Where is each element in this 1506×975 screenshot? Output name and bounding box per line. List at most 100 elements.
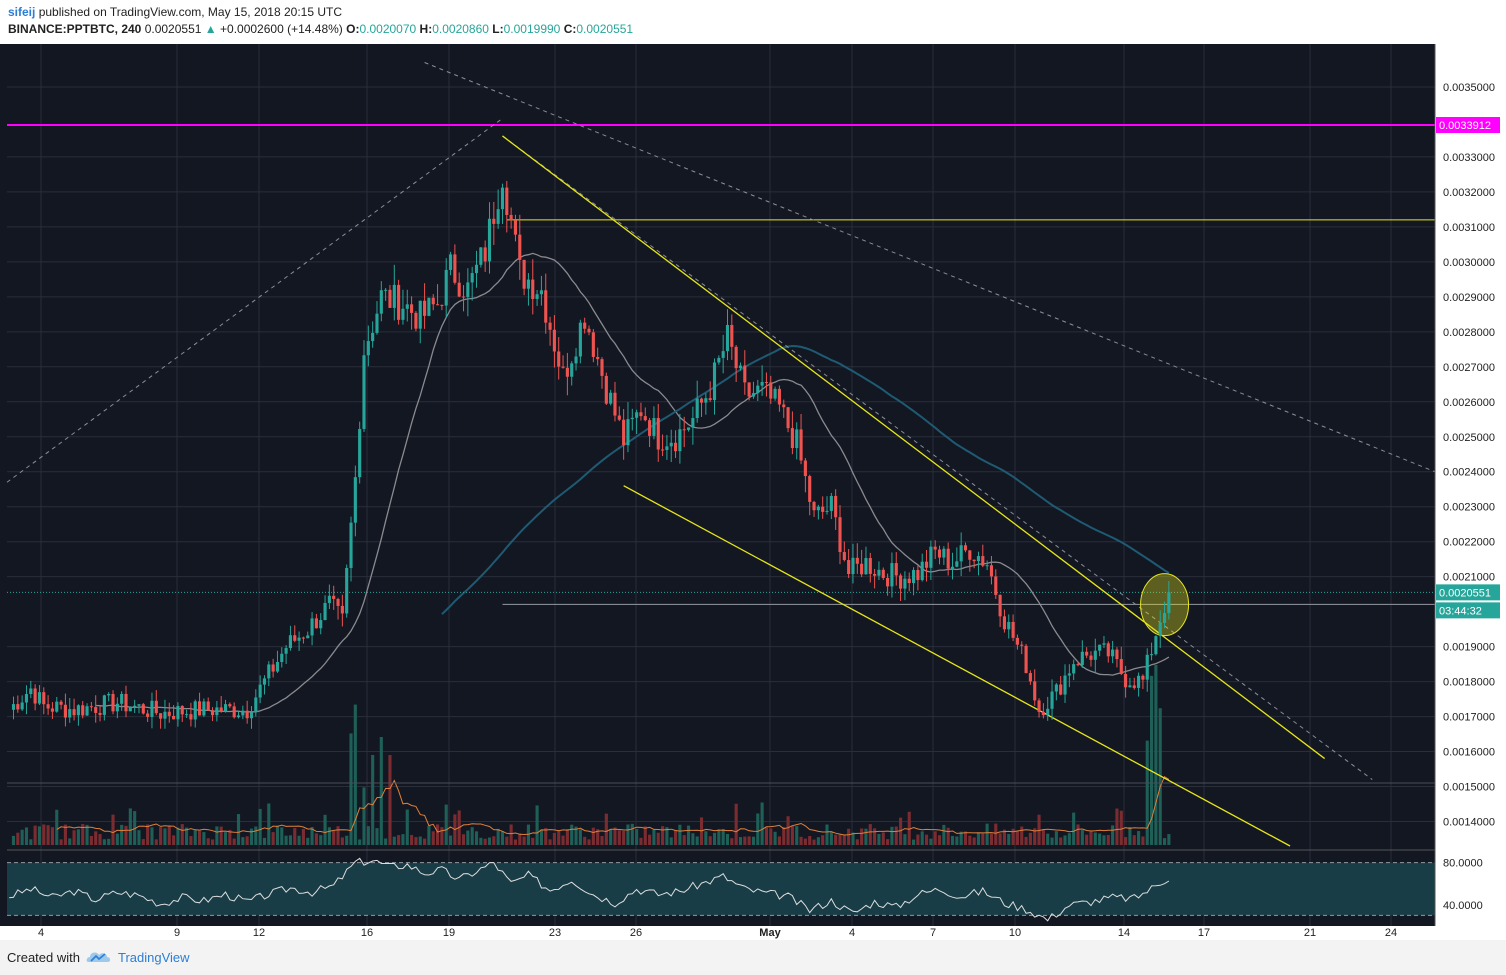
volume-bar: [912, 839, 916, 845]
trend-drawings[interactable]: [6, 62, 1436, 847]
candle-body: [972, 559, 976, 562]
volume-bar: [1050, 837, 1054, 845]
tradingview-brand-link[interactable]: TradingView: [118, 950, 190, 965]
candle-body: [743, 365, 747, 383]
candle-body: [427, 297, 431, 316]
y-tick-label: 0.0031000: [1443, 222, 1495, 234]
candle-body: [899, 575, 903, 589]
volume-bar: [414, 837, 418, 845]
volume-bar: [1128, 826, 1132, 845]
candle-body: [1011, 621, 1015, 638]
candle-body: [137, 704, 141, 706]
volume-bar: [1150, 675, 1154, 845]
volume-bar: [920, 831, 924, 845]
rsi-band: [7, 862, 1435, 916]
candle-body: [29, 688, 33, 695]
x-tick-label: 9: [174, 927, 180, 939]
candle-body: [535, 294, 539, 299]
candlesticks: [11, 180, 1171, 729]
candle-body: [665, 446, 669, 450]
candle-body: [751, 393, 756, 397]
volume-bar: [418, 836, 422, 845]
candle-body: [319, 620, 323, 629]
y-tick-label: 0.0028000: [1443, 327, 1495, 339]
candle-body: [1050, 691, 1054, 709]
author-link[interactable]: sifeij: [8, 5, 36, 19]
volume-bar: [436, 824, 440, 845]
volume-bar: [193, 830, 197, 845]
candle-body: [760, 382, 764, 386]
candle-body: [609, 392, 613, 404]
candle-body: [85, 706, 89, 716]
candle-body: [1102, 643, 1106, 645]
footer: Created with TradingView: [0, 940, 1506, 975]
candle-body: [652, 418, 656, 436]
candle-body: [570, 363, 574, 377]
volume-bar: [704, 831, 708, 845]
candle-body: [301, 637, 305, 639]
candle-body: [600, 359, 604, 376]
volume-bar: [1007, 833, 1011, 845]
symbol-label[interactable]: BINANCE:PPTBTC, 240: [8, 22, 142, 36]
volume-bar: [985, 823, 989, 845]
candle-body: [574, 356, 578, 364]
candle-body: [587, 328, 591, 333]
x-tick-label: 21: [1304, 927, 1316, 939]
publish-line: sifeij published on TradingView.com, May…: [8, 5, 342, 19]
candle-body: [362, 355, 366, 429]
volume-bar: [1137, 831, 1141, 845]
time-axis-panel: [0, 926, 1506, 940]
candle-body: [968, 550, 972, 560]
candle-body: [461, 296, 466, 298]
candle-body: [288, 635, 292, 649]
volume-bar: [1024, 836, 1028, 845]
resistance-price-label-bg: [1436, 117, 1500, 134]
volume-bar: [431, 831, 435, 845]
candle-body: [89, 706, 93, 708]
candle-body: [678, 429, 682, 452]
volume-bar: [587, 839, 591, 845]
x-tick-label: 16: [361, 927, 373, 939]
volume-bar: [669, 837, 673, 845]
volume-bar: [1059, 837, 1063, 845]
volume-bar: [851, 832, 855, 845]
volume-bar: [388, 755, 392, 845]
volume-bar: [760, 802, 764, 845]
candle-body: [1076, 664, 1080, 666]
volume-bar: [180, 824, 184, 845]
volume-bar: [955, 836, 959, 845]
x-tick-label: 14: [1118, 927, 1130, 939]
chart-area[interactable]: 0.0035000 0.0033000 0.0032000 0.0031000 0.00…: [0, 44, 1506, 940]
candle-body: [877, 569, 881, 576]
candle-body: [115, 703, 119, 712]
volume-bar: [1063, 835, 1067, 845]
candle-body: [1072, 664, 1076, 674]
volume-bar: [219, 826, 223, 845]
price-axis-panel: [1435, 44, 1506, 940]
volume-bar: [652, 829, 656, 845]
candle-body: [1154, 636, 1158, 655]
candle-body: [120, 693, 124, 704]
volume-bar: [764, 827, 768, 845]
candle-body: [557, 351, 561, 367]
y-tick-label: 0.0021000: [1443, 572, 1495, 584]
volume-bar: [327, 827, 331, 845]
candle-body: [691, 418, 695, 428]
candle-body: [635, 412, 639, 418]
tradingview-logo-icon[interactable]: [86, 948, 112, 966]
candle-body: [604, 375, 608, 404]
volume-bar: [72, 830, 76, 845]
candle-body: [747, 382, 751, 397]
candle-body: [1033, 681, 1037, 701]
volume-bar: [410, 834, 414, 845]
axes: 0.0035000 0.0033000 0.0032000 0.0031000 0.00…: [0, 44, 1506, 940]
candle-body: [1098, 644, 1102, 651]
rsi-line: [9, 857, 1170, 922]
candle-body: [180, 705, 184, 715]
volume-bar: [271, 832, 275, 845]
volume-bar: [989, 833, 994, 845]
volume-bar: [150, 827, 154, 845]
candle-body: [851, 557, 855, 575]
candle-body: [834, 495, 838, 518]
candle-body: [487, 218, 492, 262]
